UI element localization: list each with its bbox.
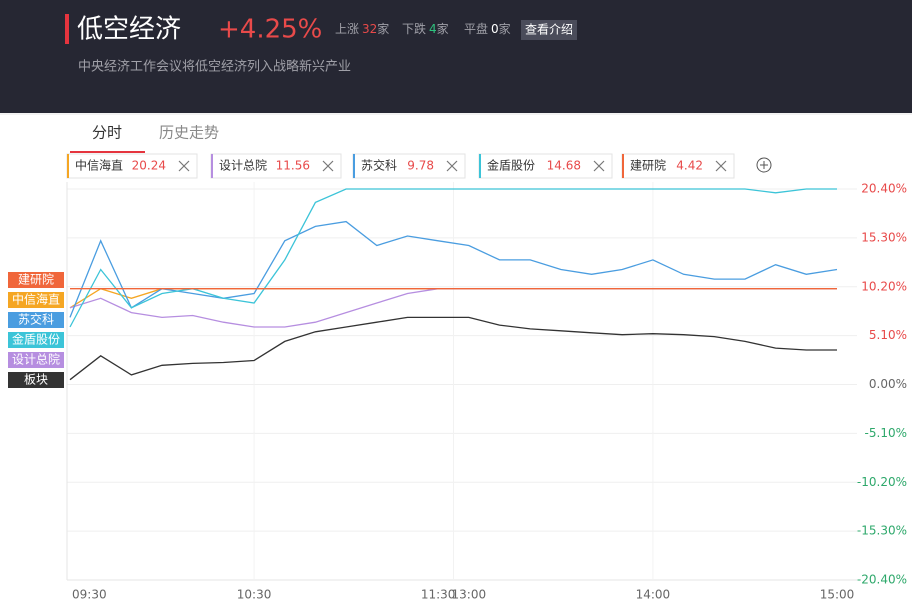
legend-swatch xyxy=(67,154,69,178)
legend-chip[interactable] xyxy=(66,153,198,179)
legend-close[interactable] xyxy=(593,160,605,172)
title-marker xyxy=(65,14,69,44)
legend-swatch xyxy=(479,154,481,178)
legend-price: 20.24 xyxy=(132,159,166,173)
stat: 平盘 0家 xyxy=(464,21,511,36)
legend-price: 9.78 xyxy=(407,159,434,173)
legend-close[interactable] xyxy=(178,160,190,172)
series-line xyxy=(69,220,838,318)
legend-close[interactable] xyxy=(446,160,458,172)
series-tag xyxy=(8,312,64,328)
y-tick-label: -15.30% xyxy=(857,524,907,538)
series-tag xyxy=(8,292,64,308)
series-tag-label: 金盾股份 xyxy=(12,332,60,347)
x-tick-label: 11:30 xyxy=(421,588,456,602)
series-tag xyxy=(8,372,64,388)
legend-chip[interactable] xyxy=(621,153,735,179)
series-tag xyxy=(8,332,64,348)
legend-chip[interactable] xyxy=(352,153,466,179)
legend-chip[interactable] xyxy=(478,153,613,179)
series-tag-label: 建研院 xyxy=(18,273,54,287)
x-tick-label: 09:30 xyxy=(72,588,107,602)
series-tag-label: 中信海直 xyxy=(12,292,60,307)
tab-underline xyxy=(70,151,145,153)
subtitle: 中央经济工作会议将低空经济列入战略新兴产业 xyxy=(78,59,351,75)
series-tag-label: 苏交科 xyxy=(18,312,54,327)
y-tick-label: 20.40% xyxy=(861,182,907,196)
series-tag-label: 板块 xyxy=(24,373,48,387)
x-tick-label: 15:00 xyxy=(820,588,855,602)
legend-name: 苏交科 xyxy=(361,158,397,173)
header xyxy=(0,0,912,113)
y-tick-label: -20.40% xyxy=(857,573,907,587)
legend-price: 11.56 xyxy=(276,159,310,173)
y-tick-label: -5.10% xyxy=(865,426,907,440)
series-tag xyxy=(8,272,64,288)
change: +4.25% xyxy=(218,15,322,45)
x-tick-label: 14:00 xyxy=(636,588,671,602)
add-icon xyxy=(760,161,768,169)
intro-button[interactable] xyxy=(521,20,577,40)
legend-name: 金盾股份 xyxy=(487,158,535,173)
legend-name: 设计总院 xyxy=(219,159,267,173)
y-tick-label: -10.20% xyxy=(857,475,907,489)
y-tick-label: 10.20% xyxy=(861,279,907,293)
y-tick-label: 0.00% xyxy=(869,377,907,391)
series-tag xyxy=(8,352,64,368)
stat: 下跌 4家 xyxy=(402,21,449,36)
y-tick-label: 5.10% xyxy=(869,328,907,342)
legend-price: 14.68 xyxy=(547,159,581,173)
legend-swatch xyxy=(211,154,213,178)
legend-name: 建研院 xyxy=(630,159,666,173)
legend-swatch xyxy=(622,154,624,178)
title: 低空经济 xyxy=(77,15,181,45)
stat: 上涨 32家 xyxy=(335,21,389,36)
legend-close[interactable] xyxy=(715,160,727,172)
legend-swatch xyxy=(353,154,355,178)
tab[interactable]: 历史走势 xyxy=(159,124,219,142)
legend-chip[interactable] xyxy=(210,153,342,179)
legend-price: 4.42 xyxy=(676,159,703,173)
tab[interactable]: 分时 xyxy=(92,124,122,142)
x-tick-label: 10:30 xyxy=(237,588,272,602)
legend-name: 中信海直 xyxy=(75,158,123,173)
series-tag-label: 设计总院 xyxy=(12,353,60,367)
add-button[interactable] xyxy=(756,157,772,173)
intro-button-label[interactable]: 查看介绍 xyxy=(525,23,573,37)
legend-close[interactable] xyxy=(322,160,334,172)
y-tick-label: 15.30% xyxy=(861,230,907,244)
x-tick-label: 13:00 xyxy=(452,588,487,602)
series-line xyxy=(69,188,837,328)
series-line xyxy=(69,316,837,381)
